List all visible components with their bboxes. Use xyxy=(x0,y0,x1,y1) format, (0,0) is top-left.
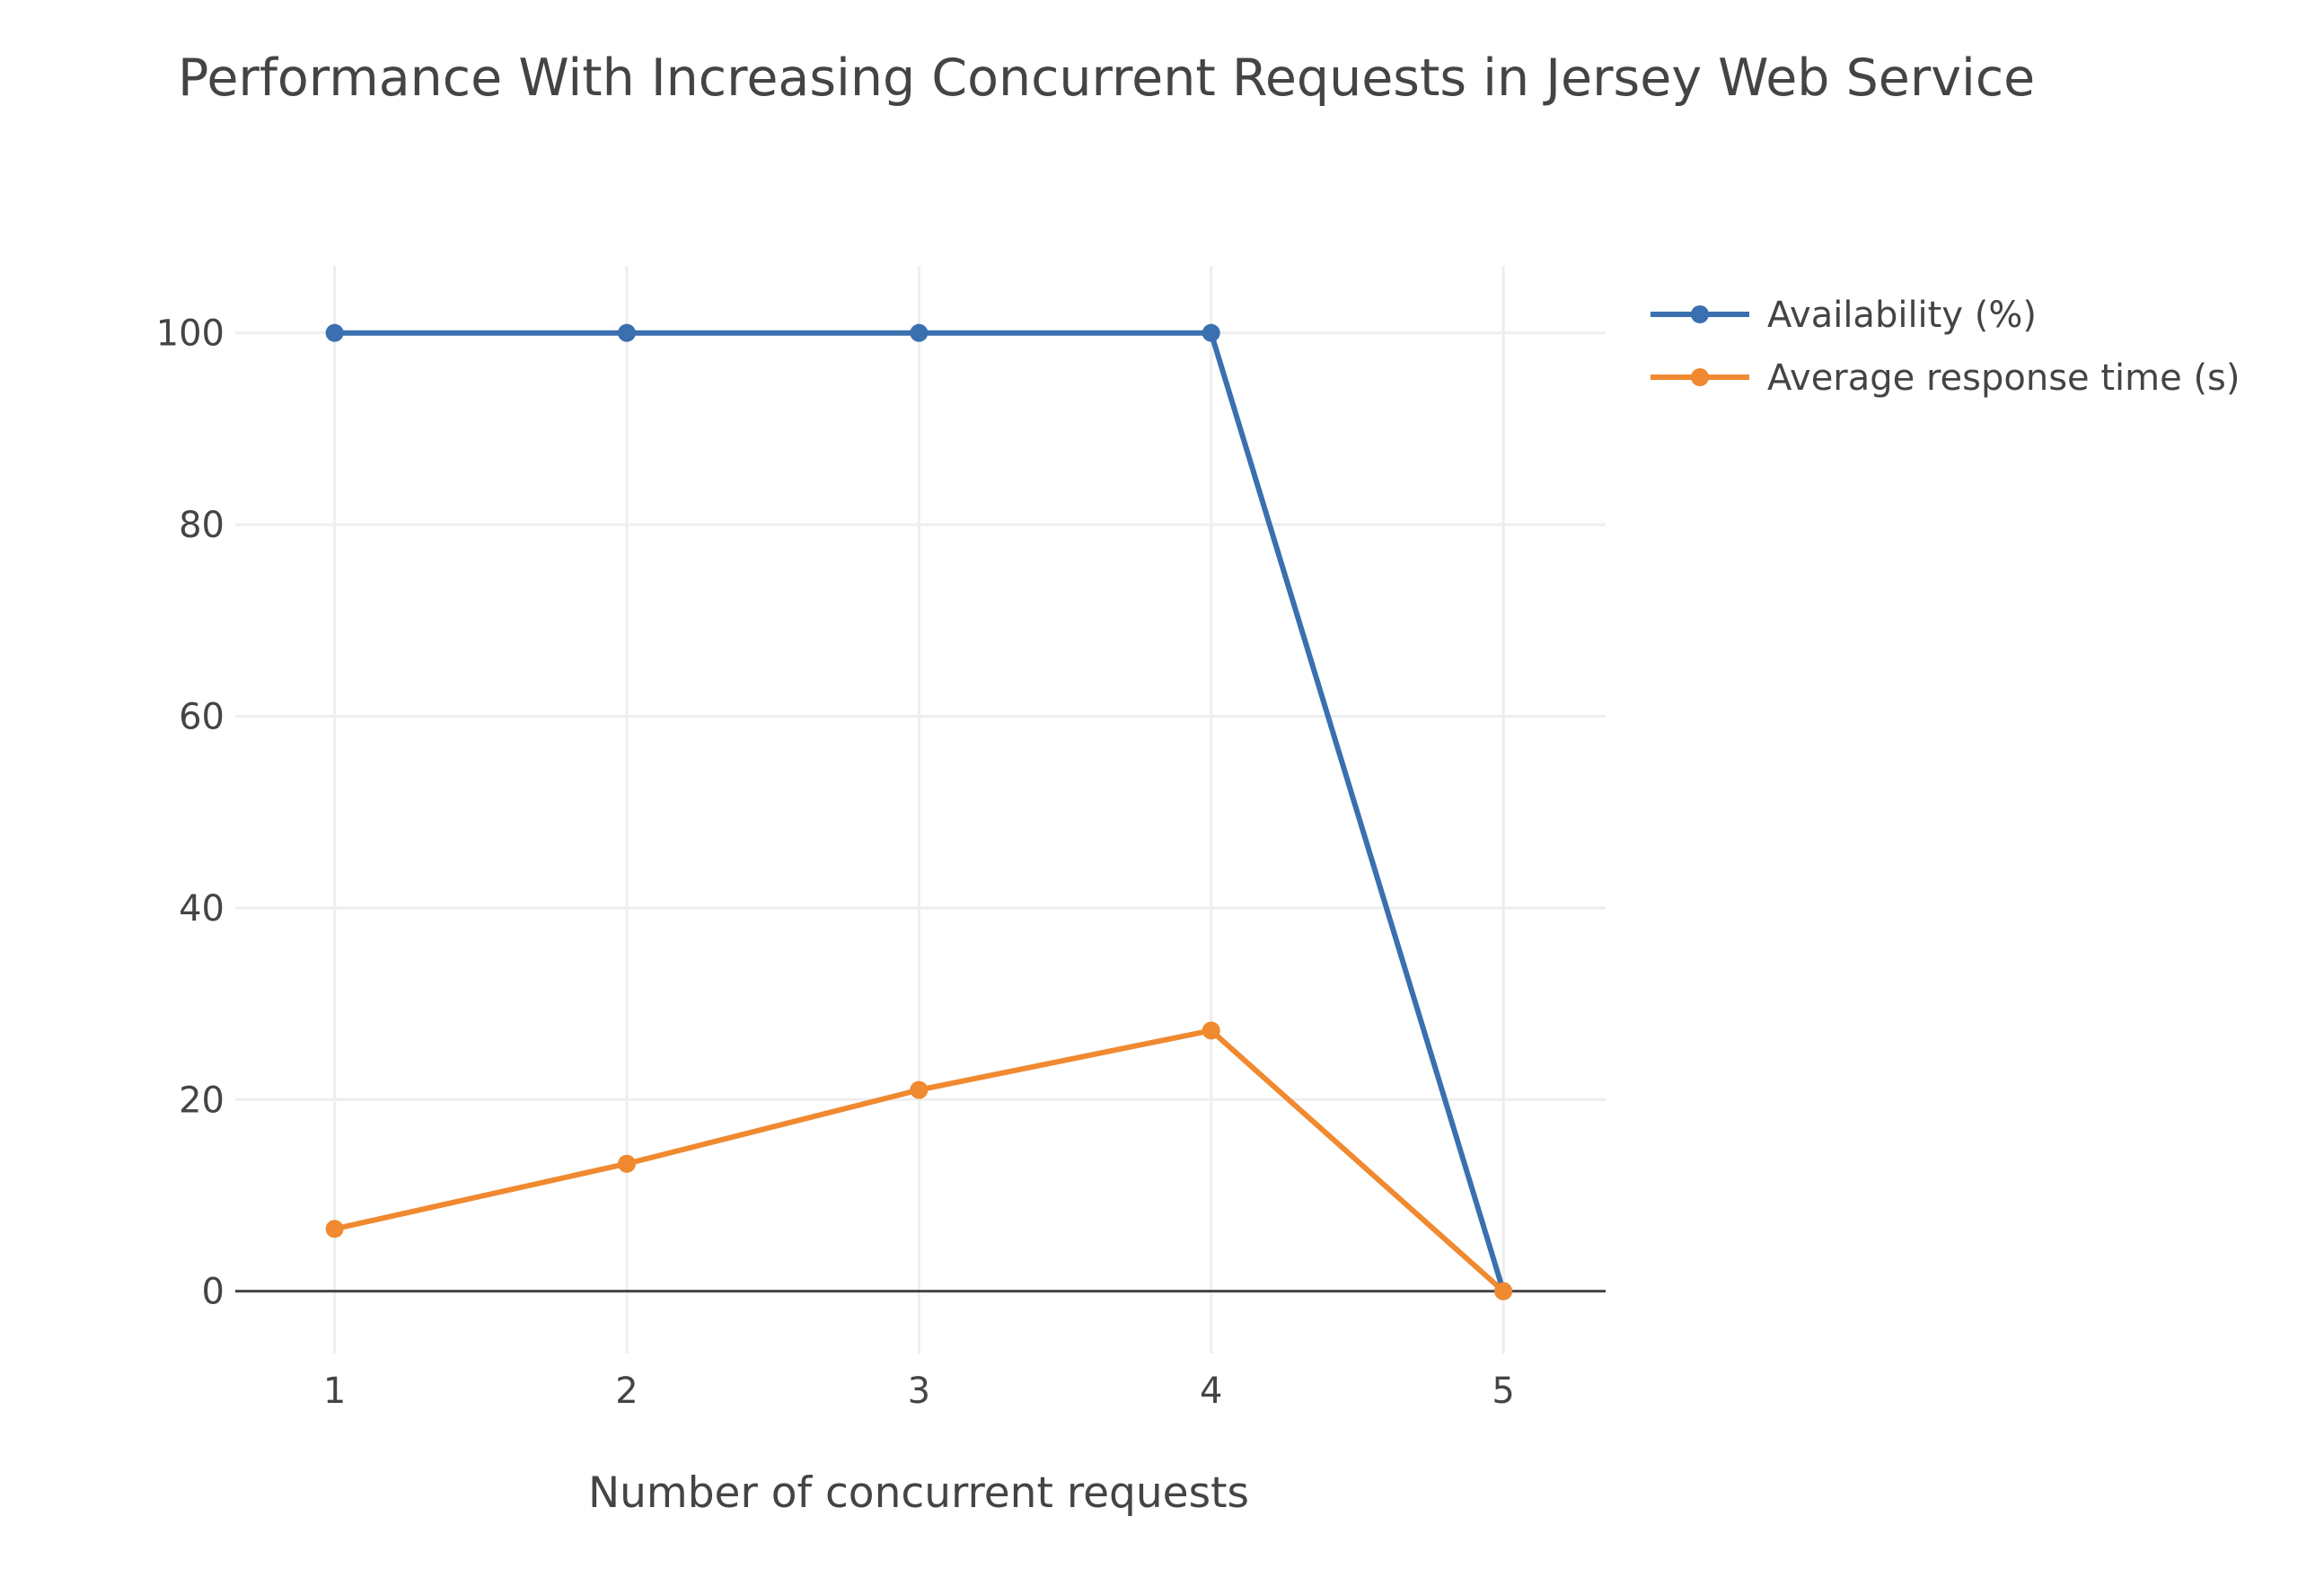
data-point[interactable] xyxy=(618,323,636,342)
y-tick-label: 60 xyxy=(179,696,224,737)
x-tick-label: 4 xyxy=(1200,1371,1222,1412)
data-point[interactable] xyxy=(325,1220,344,1239)
data-point[interactable] xyxy=(910,323,929,342)
x-tick-label: 2 xyxy=(615,1371,638,1412)
axes: 1 2 3 4 5 0 20 40 60 80 100 xyxy=(156,313,1606,1412)
x-tick-label: 3 xyxy=(908,1371,930,1412)
data-point[interactable] xyxy=(1202,323,1220,342)
legend-swatch-marker xyxy=(1691,305,1709,323)
data-point[interactable] xyxy=(910,1080,929,1099)
legend-swatch-marker xyxy=(1691,368,1709,386)
data-point[interactable] xyxy=(1494,1282,1513,1300)
y-tick-label: 40 xyxy=(179,888,224,930)
x-axis-title: Number of concurrent requests xyxy=(588,1468,1249,1518)
x-tick-label: 5 xyxy=(1492,1371,1514,1412)
grid-lines xyxy=(235,266,1606,1353)
y-tick-label: 0 xyxy=(202,1272,224,1313)
legend-label: Availability (%) xyxy=(1767,295,2037,336)
x-tick-label: 1 xyxy=(323,1371,346,1412)
legend-item[interactable]: Availability (%) xyxy=(1651,295,2037,336)
data-point[interactable] xyxy=(325,323,344,342)
y-tick-label: 100 xyxy=(156,313,224,355)
legend[interactable]: Availability (%) Average response time (s… xyxy=(1651,295,2240,399)
y-tick-label: 80 xyxy=(179,505,224,546)
legend-label: Average response time (s) xyxy=(1767,357,2240,399)
data-points xyxy=(325,323,1513,1300)
chart-title: Performance With Increasing Concurrent R… xyxy=(178,48,2035,108)
data-point[interactable] xyxy=(618,1154,636,1173)
y-tick-label: 20 xyxy=(179,1080,224,1121)
legend-item[interactable]: Average response time (s) xyxy=(1651,357,2240,399)
data-point[interactable] xyxy=(1202,1021,1220,1040)
